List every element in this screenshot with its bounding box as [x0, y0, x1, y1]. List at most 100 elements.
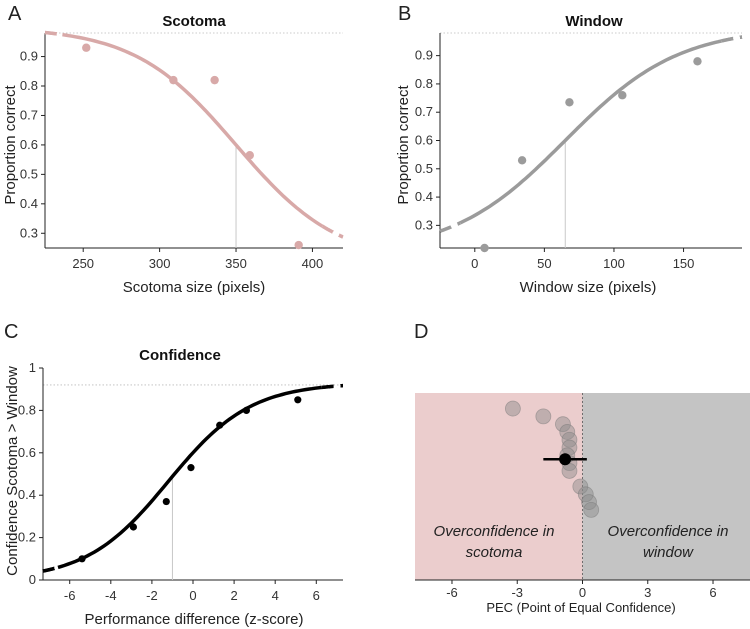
chart-a-x-tick-label: 350: [225, 256, 247, 271]
chart-c-data-point: [129, 523, 138, 531]
chart-d-subject-point: [504, 400, 521, 417]
panel-d-pec-chart: -6 -3 0 3 6 Overconfidence in scotoma Overco…: [415, 393, 750, 615]
chart-d-x-tick-label: 3: [644, 585, 651, 600]
chart-a-y-tick-label: 0.6: [20, 137, 38, 152]
chart-a-data-point: [210, 75, 219, 85]
chart-c-marks: -6 -4 -2 0 2 4 6 0 0.2 0.4 0.6 0.8 1: [18, 360, 344, 603]
chart-a-data-point: [245, 151, 254, 160]
region-scotoma: [415, 393, 583, 580]
chart-c-data-point: [187, 464, 195, 472]
chart-d-x-tick-label: -3: [511, 585, 523, 600]
chart-c-x-tick-label: -4: [105, 588, 117, 603]
chart-b-marks: 0 50 100 150 0.3 0.4 0.5 0.6 0.7 0.8 0.9: [415, 32, 743, 271]
chart-d-x-tick-label: 0: [579, 585, 586, 600]
chart-a-x-tick-label: 250: [72, 256, 94, 271]
chart-c-x-tick-label: -6: [64, 588, 76, 603]
chart-a-y-tick-label: 0.4: [20, 196, 38, 211]
chart-b-x-tick-label: 150: [673, 256, 695, 271]
chart-b-data-point: [693, 57, 702, 66]
chart-c-fit-curve: [57, 385, 323, 570]
chart-c-data-point: [242, 406, 251, 414]
chart-c-xlabel: Performance difference (z-score): [85, 611, 304, 628]
panel-b-window-chart: Window 0 50 100 150 0.3 0.4 0.5 0.6 0.7 0.8 0.9 Wi…: [395, 13, 743, 296]
chart-c-data-point: [294, 396, 302, 404]
chart-a-y-tick-label: 0.3: [20, 225, 38, 240]
chart-a-data-point: [294, 240, 303, 250]
panel-letter-a: A: [8, 3, 22, 25]
chart-a-x-tick-label: 300: [149, 256, 171, 271]
chart-b-y-tick-label: 0.7: [415, 104, 433, 119]
chart-b-fit-curve: [459, 39, 723, 225]
chart-c-y-tick-label: 0.8: [18, 402, 36, 417]
panel-letter-c: C: [4, 321, 18, 343]
chart-c-x-tick-label: 2: [230, 588, 237, 603]
chart-c-x-tick-label: -2: [146, 588, 158, 603]
chart-b-y-tick-label: 0.5: [415, 161, 433, 176]
chart-a-marks: 250 300 350 400 0.3 0.4 0.5 0.6 0.7 0.8 0.9: [20, 30, 344, 271]
chart-c-x-tick-label: 4: [272, 588, 279, 603]
chart-a-fit-curve: [62, 32, 324, 228]
chart-b-y-tick-label: 0.8: [415, 76, 433, 91]
chart-a-xlabel: Scotoma size (pixels): [123, 279, 266, 296]
chart-c-data-point: [216, 421, 224, 429]
chart-b-data-point: [517, 156, 527, 165]
chart-c-y-tick-label: 0.4: [18, 487, 36, 502]
chart-c-data-point: [162, 497, 170, 506]
chart-b-ylabel: Proportion correct: [395, 85, 412, 205]
chart-b-y-tick-label: 0.9: [415, 48, 433, 63]
chart-b-data-point: [565, 98, 574, 107]
chart-a-y-tick-label: 0.9: [20, 49, 38, 64]
chart-a-ylabel: Proportion correct: [2, 85, 19, 205]
chart-d-marks: -6 -3 0 3 6: [415, 393, 750, 600]
chart-d-subject-point: [561, 463, 578, 479]
chart-b-fit-curve-extrapolated-left: [439, 221, 461, 233]
panel-c-confidence-chart: Confidence -6 -4 -2 0 2 4 6 0 0.2 0.4 0.6 0.8 1 Perf…: [4, 347, 344, 628]
chart-b-y-tick-label: 0.4: [415, 189, 433, 204]
chart-b-data-point: [480, 243, 489, 253]
panel-letter-b: B: [398, 3, 411, 25]
chart-d-subject-point: [572, 478, 589, 495]
chart-c-y-tick-label: 1: [29, 360, 36, 375]
chart-a-y-tick-label: 0.7: [20, 107, 38, 122]
chart-c-x-tick-label: 6: [313, 588, 320, 603]
region-scotoma-label-line2: scotoma: [466, 544, 523, 561]
chart-c-title: Confidence: [139, 347, 221, 364]
chart-c-y-tick-label: 0.2: [18, 530, 36, 545]
chart-b-x-tick-label: 0: [471, 256, 478, 271]
chart-c-fit-curve-extrapolated-left: [42, 565, 60, 573]
region-scotoma-label-line1: Overconfidence in: [434, 523, 555, 540]
panel-letter-d: D: [414, 321, 428, 343]
chart-b-x-tick-label: 50: [537, 256, 551, 271]
chart-b-title: Window: [565, 13, 623, 30]
chart-d-subject-point: [577, 486, 594, 503]
chart-a-y-tick-label: 0.8: [20, 78, 38, 93]
chart-c-fit-curve-extrapolated-right: [321, 383, 344, 390]
panel-a-scotoma-chart: Scotoma 250 300 350 400 0.3 0.4 0.5 0.6 0.7 0.8 0.…: [2, 13, 344, 296]
chart-b-y-tick-label: 0.3: [415, 217, 433, 232]
chart-a-fit-curve-extrapolated-left: [44, 30, 64, 37]
chart-a-data-point: [82, 43, 91, 52]
region-window-label-line2: window: [643, 544, 694, 561]
chart-b-x-tick-label: 100: [603, 256, 625, 271]
chart-c-ylabel: Confidence Scotoma > Window: [4, 366, 21, 576]
chart-a-fit-curve-extrapolated-right: [321, 224, 344, 239]
chart-c-y-tick-label: 0: [29, 572, 36, 587]
chart-a-data-point: [169, 75, 178, 85]
chart-b-xlabel: Window size (pixels): [520, 279, 657, 296]
chart-c-y-tick-label: 0.6: [18, 445, 36, 460]
chart-a-title: Scotoma: [162, 13, 226, 30]
chart-b-data-point: [618, 91, 627, 100]
chart-b-y-tick-label: 0.6: [415, 133, 433, 148]
chart-c-x-tick-label: 0: [189, 588, 196, 603]
chart-c-data-point: [78, 555, 86, 563]
region-window-label-line1: Overconfidence in: [608, 523, 729, 540]
chart-d-subject-point: [583, 501, 600, 518]
chart-d-subject-point: [555, 416, 571, 433]
chart-d-mean-point: [559, 453, 572, 466]
region-window: [582, 393, 750, 580]
chart-b-fit-curve-extrapolated-right: [721, 35, 743, 43]
chart-d-x-tick-label: -6: [446, 585, 458, 600]
chart-a-x-tick-label: 400: [302, 256, 324, 271]
chart-d-subject-point: [535, 408, 552, 425]
